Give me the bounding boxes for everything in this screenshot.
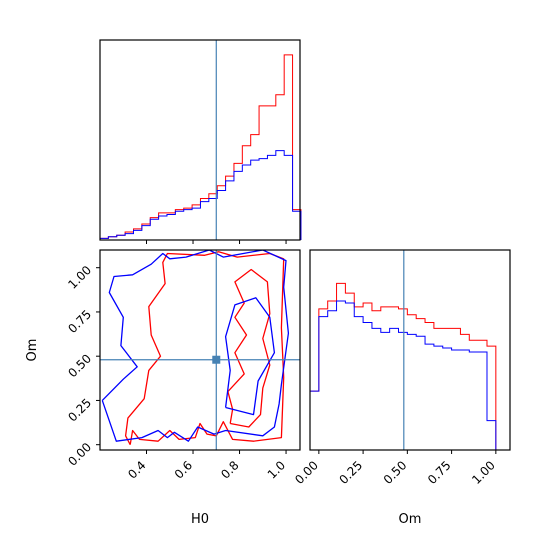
contour-y-tick-label-2: 0.50 xyxy=(65,351,94,380)
y-axis-label-om: Om xyxy=(25,339,40,362)
contour-h0-om-panel: 0.4 0.6 0.8 1.0 0.00 0.25 0.50 0.75 1.00 xyxy=(65,249,301,482)
x-axis-label-om: Om xyxy=(399,512,422,527)
histogram-om-x-tick-label-4: 1.00 xyxy=(469,458,498,487)
contour-x-tick-label-1: 0.6 xyxy=(172,458,195,481)
histogram-h0-frame xyxy=(99,39,301,241)
contour-plot-area xyxy=(101,250,290,445)
histogram-om-x-tick-label-0: 0.00 xyxy=(292,458,321,487)
contour-line-blue-1 xyxy=(224,297,276,416)
truth-marker xyxy=(212,355,221,364)
contour-x-tick-label-3: 1.0 xyxy=(265,458,288,481)
contour-line-red-0 xyxy=(124,251,285,445)
contour-y-tick-label-1: 0.25 xyxy=(65,396,94,425)
contour-y-tick-label-4: 1.00 xyxy=(65,263,94,292)
histogram-h0-series-red xyxy=(99,54,302,240)
x-axis-label-h0: H0 xyxy=(191,512,209,527)
histogram-h0-panel xyxy=(99,39,302,244)
histogram-om-panel: 0.00 0.25 0.50 0.75 1.00 xyxy=(292,249,511,487)
histogram-om-x-tick-label-3: 0.75 xyxy=(425,458,454,487)
contour-x-tick-label-2: 0.8 xyxy=(218,458,241,481)
contour-x-tick-label-0: 0.4 xyxy=(125,458,148,481)
contour-line-blue-0 xyxy=(101,250,290,442)
histogram-om-x-tick-label-1: 0.25 xyxy=(336,458,365,487)
histogram-om-frame xyxy=(309,249,511,451)
histogram-om-series-red xyxy=(309,282,502,451)
contour-y-tick-label-3: 0.75 xyxy=(65,307,94,336)
histogram-om-series-blue xyxy=(309,300,502,451)
histogram-h0-series-blue xyxy=(99,150,302,240)
contour-line-red-1 xyxy=(227,268,271,428)
histogram-om-x-tick-label-2: 0.50 xyxy=(381,458,410,487)
contour-frame xyxy=(99,249,301,451)
contour-y-tick-label-0: 0.00 xyxy=(65,440,94,469)
